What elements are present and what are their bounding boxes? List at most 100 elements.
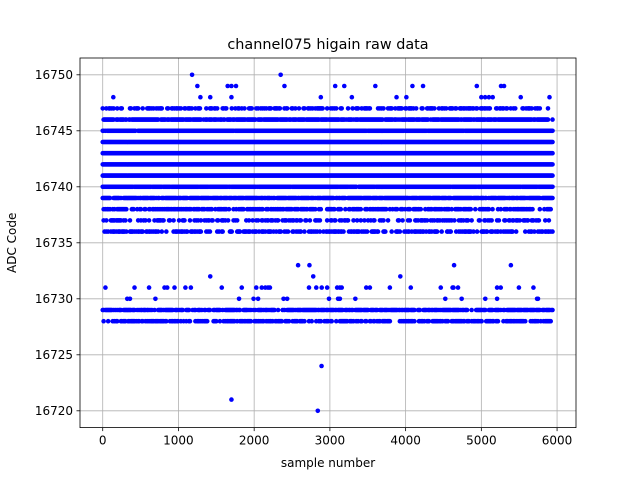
data-point <box>105 318 111 324</box>
data-point <box>375 229 381 234</box>
data-point <box>351 218 356 223</box>
data-point <box>260 206 265 212</box>
data-point <box>234 218 240 223</box>
data-point <box>131 206 136 212</box>
data-point <box>482 296 488 302</box>
data-point <box>326 296 332 302</box>
data-point <box>451 285 456 290</box>
data-point <box>307 218 313 223</box>
data-point <box>387 318 393 324</box>
data-point <box>412 307 417 313</box>
data-point <box>237 307 243 313</box>
data-point <box>345 218 351 223</box>
data-point <box>383 229 388 234</box>
data-point <box>184 229 190 234</box>
data-point <box>542 218 548 223</box>
data-point <box>449 206 454 212</box>
data-point <box>548 206 554 212</box>
data-point <box>482 307 488 313</box>
data-point <box>496 218 502 223</box>
data-point <box>407 206 413 212</box>
data-point <box>152 307 157 313</box>
data-point <box>536 218 542 223</box>
data-point <box>407 218 413 223</box>
data-point <box>143 218 148 223</box>
data-point <box>535 296 541 302</box>
data-point <box>176 218 182 223</box>
data-point <box>241 206 246 212</box>
data-point <box>474 229 480 234</box>
data-point <box>548 318 554 324</box>
data-point <box>546 218 552 223</box>
data-point <box>338 206 344 212</box>
data-point <box>138 206 144 212</box>
data-point <box>465 218 471 223</box>
data-point <box>207 229 213 234</box>
data-point <box>140 229 146 234</box>
data-point <box>182 218 187 223</box>
data-point <box>550 173 555 178</box>
data-point <box>187 218 193 223</box>
data-point <box>469 218 474 223</box>
data-point <box>362 218 367 223</box>
data-point <box>309 318 315 324</box>
data-point <box>367 285 373 290</box>
data-point <box>396 218 402 223</box>
data-point <box>400 218 405 223</box>
data-point <box>220 229 225 234</box>
data-point <box>333 318 339 324</box>
data-point <box>550 139 555 145</box>
data-point <box>550 162 555 167</box>
data-point <box>332 206 337 212</box>
data-point <box>438 285 444 290</box>
data-point <box>479 318 484 324</box>
data-point <box>226 206 232 212</box>
data-point <box>198 218 204 223</box>
data-point <box>343 206 348 212</box>
data-point <box>250 218 255 223</box>
data-point <box>442 296 448 302</box>
data-point <box>495 318 501 324</box>
data-point <box>318 206 324 212</box>
data-point <box>155 229 161 234</box>
data-points <box>100 72 555 414</box>
data-point <box>281 296 286 302</box>
data-point <box>550 184 555 190</box>
data-point <box>124 206 129 212</box>
data-point <box>159 229 165 234</box>
data-point <box>107 195 113 201</box>
data-point <box>153 296 158 302</box>
data-point <box>353 296 358 302</box>
data-point <box>198 229 204 234</box>
data-point <box>522 229 528 234</box>
data-point <box>167 218 173 223</box>
data-point <box>209 206 215 212</box>
data-point <box>363 318 369 324</box>
data-point <box>318 318 324 324</box>
data-point <box>275 218 281 223</box>
data-point <box>525 218 531 223</box>
data-point <box>486 206 492 212</box>
data-point <box>537 206 543 212</box>
data-point <box>248 318 254 324</box>
data-point <box>358 206 364 212</box>
data-point <box>381 218 386 223</box>
data-point <box>278 229 284 234</box>
data-point <box>464 307 470 313</box>
data-point <box>329 318 335 324</box>
data-point <box>452 218 457 223</box>
data-point <box>253 285 259 290</box>
data-point <box>237 229 243 234</box>
data-point <box>114 318 120 324</box>
data-point <box>171 218 176 223</box>
data-point <box>468 206 474 212</box>
data-point <box>317 218 323 223</box>
data-point <box>298 229 304 234</box>
data-point <box>397 229 403 234</box>
data-point <box>284 296 290 302</box>
data-point <box>489 218 494 223</box>
data-point <box>339 285 345 290</box>
data-point <box>275 307 281 313</box>
